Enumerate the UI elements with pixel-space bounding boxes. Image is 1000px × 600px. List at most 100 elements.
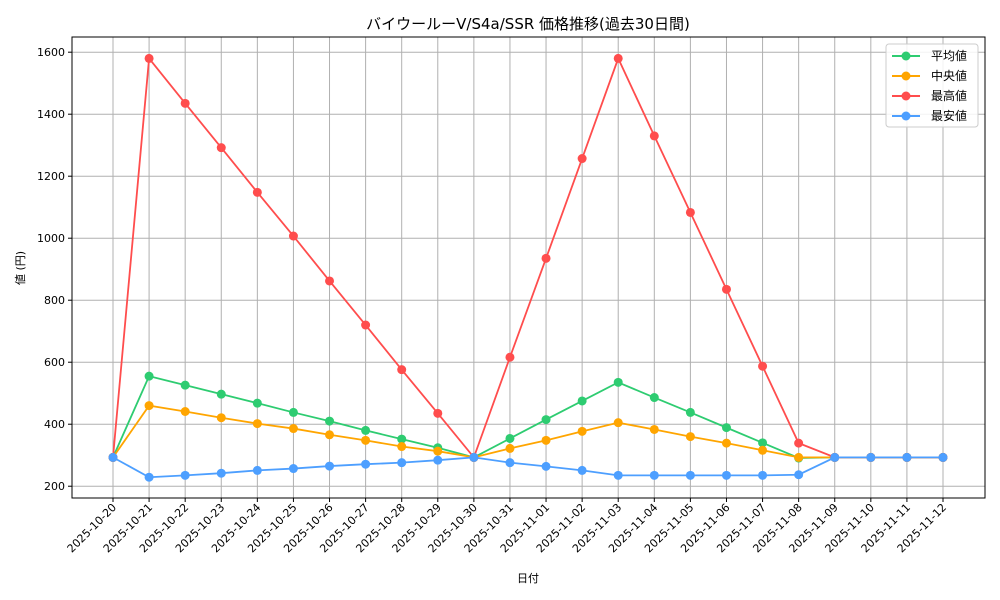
data-point-marker	[505, 443, 515, 453]
legend-marker-icon	[901, 111, 911, 121]
legend-label: 最高値	[931, 88, 967, 103]
legend-label: 中央値	[931, 68, 967, 83]
data-point-marker	[144, 472, 154, 482]
data-point-marker	[794, 452, 804, 462]
data-point-marker	[758, 438, 768, 448]
data-point-marker	[794, 438, 804, 448]
series-3	[108, 452, 948, 482]
x-axis-label: 日付	[517, 572, 539, 585]
data-point-marker	[216, 143, 226, 153]
series-2	[108, 53, 948, 462]
series-0	[108, 371, 948, 463]
series-line	[112, 456, 943, 479]
data-point-marker	[649, 393, 659, 403]
data-point-marker	[685, 407, 695, 417]
data-point-marker	[252, 465, 262, 475]
data-point-marker	[794, 470, 804, 480]
data-point-marker	[288, 231, 298, 241]
legend-box	[885, 43, 979, 128]
y-tick-label: 800	[44, 294, 65, 307]
data-point-marker	[685, 470, 695, 480]
legend-item: 中央値	[892, 68, 967, 83]
data-point-marker	[252, 187, 262, 197]
legend-item: 平均値	[892, 48, 967, 63]
series-line	[112, 56, 943, 460]
data-point-marker	[577, 426, 587, 436]
data-point-marker	[252, 419, 262, 429]
data-point-marker	[613, 418, 623, 428]
legend-marker-icon	[901, 91, 911, 101]
data-point-marker	[902, 452, 912, 462]
legend-marker-icon	[901, 71, 911, 81]
data-point-marker	[577, 396, 587, 406]
data-point-marker	[649, 424, 659, 434]
data-point-marker	[361, 320, 371, 330]
data-point-marker	[758, 445, 768, 455]
series-line	[112, 375, 943, 459]
data-point-marker	[541, 435, 551, 445]
data-point-marker	[216, 468, 226, 478]
data-point-marker	[361, 459, 371, 469]
data-point-marker	[721, 470, 731, 480]
data-point-marker	[361, 435, 371, 445]
data-point-marker	[758, 470, 768, 480]
data-point-marker	[180, 380, 190, 390]
y-tick-label: 200	[44, 480, 65, 493]
y-axis-label: 値 (円)	[14, 251, 27, 285]
data-point-marker	[577, 154, 587, 164]
legend-item: 最高値	[892, 88, 967, 103]
data-point-marker	[180, 98, 190, 108]
plot-frame	[71, 36, 986, 499]
data-point-marker	[433, 446, 443, 456]
data-point-marker	[649, 131, 659, 141]
legend-label: 平均値	[931, 48, 967, 63]
data-point-marker	[397, 434, 407, 444]
data-point-marker	[505, 433, 515, 443]
data-point-marker	[288, 407, 298, 417]
data-point-marker	[144, 401, 154, 411]
data-point-marker	[505, 458, 515, 468]
data-point-marker	[685, 207, 695, 217]
data-point-marker	[541, 461, 551, 471]
data-point-marker	[180, 470, 190, 480]
y-tick-label: 400	[44, 418, 65, 431]
data-point-marker	[938, 452, 948, 462]
y-axis-ticks: 200 400 600 800 1000 1200 1400 1600	[37, 46, 72, 493]
data-point-marker	[397, 365, 407, 375]
data-point-marker	[325, 430, 335, 440]
legend-item: 最安値	[892, 108, 967, 123]
data-point-marker	[613, 53, 623, 63]
data-point-marker	[721, 438, 731, 448]
y-tick-label: 1000	[37, 232, 65, 245]
data-point-marker	[325, 276, 335, 286]
data-point-marker	[721, 284, 731, 294]
data-point-marker	[433, 455, 443, 465]
data-point-marker	[144, 53, 154, 63]
data-point-marker	[613, 470, 623, 480]
data-point-marker	[108, 452, 118, 462]
data-point-marker	[469, 452, 479, 462]
y-tick-label: 1200	[37, 170, 65, 183]
data-point-marker	[866, 452, 876, 462]
data-point-marker	[721, 423, 731, 433]
data-point-marker	[288, 424, 298, 434]
data-point-marker	[252, 398, 262, 408]
data-point-marker	[685, 432, 695, 442]
legend-label: 最安値	[931, 108, 967, 123]
y-tick-label: 1600	[37, 46, 65, 59]
series-line	[112, 404, 943, 459]
data-point-marker	[541, 253, 551, 263]
data-point-marker	[649, 470, 659, 480]
series-layer	[108, 53, 948, 482]
data-point-marker	[361, 425, 371, 435]
data-point-marker	[180, 407, 190, 417]
data-point-marker	[541, 415, 551, 425]
data-point-marker	[325, 461, 335, 471]
data-point-marker	[216, 389, 226, 399]
data-point-marker	[288, 464, 298, 474]
chart-title: バイウールーV/S4a/SSR 価格推移(過去30日間)	[366, 15, 690, 33]
data-point-marker	[758, 361, 768, 371]
data-point-marker	[505, 352, 515, 362]
data-point-marker	[325, 416, 335, 426]
